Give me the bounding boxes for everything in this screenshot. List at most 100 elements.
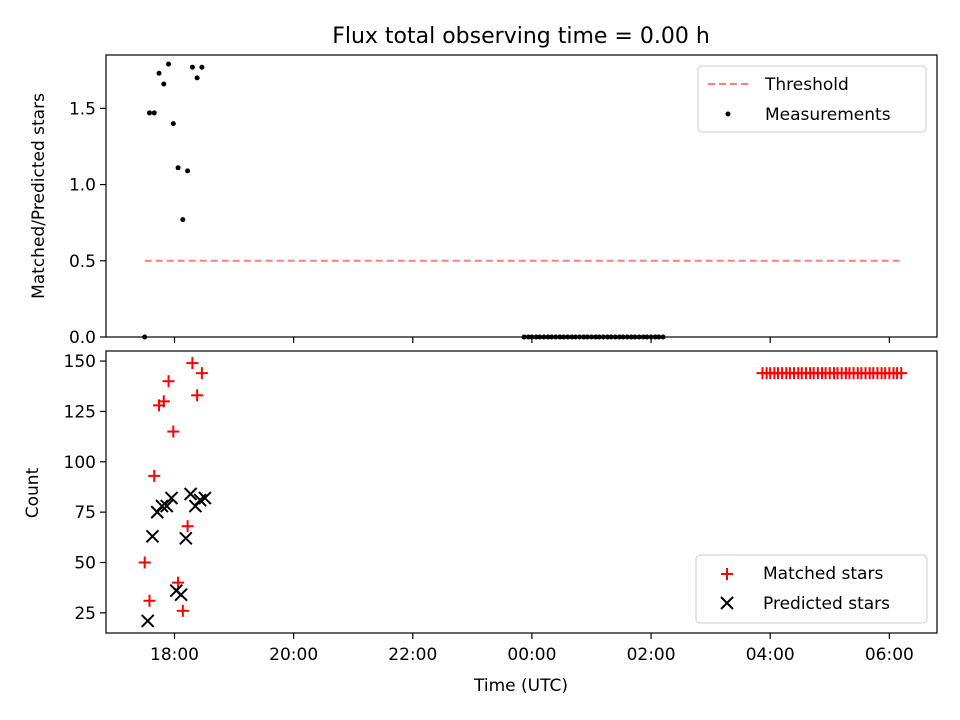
predicted-marker-b bbox=[183, 487, 198, 501]
predicted-marker-b bbox=[140, 614, 155, 628]
bottom-xtick-label: 20:00 bbox=[269, 645, 318, 665]
matched-star-point bbox=[895, 367, 908, 380]
matched-star-point bbox=[186, 357, 199, 370]
bottom-ytick-label: 50 bbox=[74, 554, 96, 574]
legend-threshold-label: Threshold bbox=[764, 75, 849, 95]
predicted-marker-b bbox=[145, 529, 160, 544]
measurement-point bbox=[656, 334, 662, 340]
measurement-point bbox=[632, 334, 638, 340]
measurement-point bbox=[161, 81, 167, 87]
measurement-point bbox=[628, 334, 634, 340]
measurement-point bbox=[565, 334, 571, 340]
legend-matched-label: Matched stars bbox=[763, 564, 883, 584]
measurement-point bbox=[596, 334, 602, 340]
measurement-point bbox=[170, 121, 176, 127]
top-ytick-label: 1.5 bbox=[69, 99, 96, 119]
measurement-point bbox=[608, 334, 614, 340]
bottom-xtick-label: 18:00 bbox=[150, 645, 199, 665]
figure-title: Flux total observing time = 0.00 h bbox=[332, 24, 710, 49]
measurement-point bbox=[166, 61, 172, 67]
measurement-point bbox=[636, 334, 642, 340]
matched-star-point bbox=[148, 469, 161, 482]
top-legend: Threshold Measurements bbox=[697, 65, 927, 133]
measurement-point bbox=[533, 334, 539, 340]
measurement-point bbox=[146, 110, 152, 116]
predicted-star-point bbox=[155, 499, 169, 513]
predicted-marker-b bbox=[179, 531, 193, 546]
bottom-xtick-label: 02:00 bbox=[627, 645, 676, 665]
measurement-point bbox=[529, 334, 535, 340]
measurement-point bbox=[194, 75, 200, 81]
measurement-point bbox=[569, 334, 575, 340]
matched-star-point bbox=[162, 375, 175, 388]
bottom-legend-frame bbox=[695, 554, 928, 624]
measurement-point bbox=[180, 217, 186, 223]
measurement-point bbox=[189, 64, 195, 70]
measurement-point bbox=[588, 334, 594, 340]
measurement-point bbox=[199, 64, 205, 70]
matched-star-point bbox=[138, 556, 151, 569]
legend-measurements-label: Measurements bbox=[765, 105, 891, 125]
measurement-point bbox=[593, 334, 599, 340]
measurement-point bbox=[600, 334, 606, 340]
measurement-point bbox=[545, 334, 551, 340]
bottom-ytick-label: 75 bbox=[74, 503, 96, 523]
legend-measurements-marker bbox=[725, 111, 731, 117]
measurement-point bbox=[572, 334, 578, 340]
matched-star-point bbox=[167, 425, 180, 438]
measurement-point bbox=[577, 334, 583, 340]
predicted-marker-b bbox=[174, 588, 188, 602]
matched-star-point bbox=[191, 389, 204, 402]
measurement-point bbox=[525, 334, 531, 340]
measurement-point bbox=[560, 334, 566, 340]
top-panel: 0.0 0.5 1.0 1.5 Matched/Predicted stars Thr… bbox=[29, 54, 938, 348]
bottom-panel: 25 50 75 100 125 150 18:00 20:00 22:00 00:00 02:0… bbox=[23, 350, 938, 696]
top-ytick-label: 0.0 bbox=[69, 328, 96, 348]
predicted-star-point bbox=[183, 487, 198, 501]
predicted-marker-b bbox=[164, 491, 179, 505]
measurement-point bbox=[142, 334, 148, 340]
measurement-point bbox=[648, 334, 654, 340]
measurement-point bbox=[175, 165, 181, 171]
measurement-point bbox=[584, 334, 590, 340]
matched-star-point bbox=[157, 395, 170, 408]
bottom-legend: Matched stars Predicted stars bbox=[695, 554, 928, 624]
top-y-axis-label: Matched/Predicted stars bbox=[29, 93, 49, 299]
matched-star-point bbox=[172, 576, 185, 589]
predicted-marker-b bbox=[155, 499, 169, 513]
bottom-plot-area bbox=[138, 357, 908, 628]
bottom-xtick-label: 00:00 bbox=[507, 645, 556, 665]
measurement-point bbox=[521, 334, 527, 340]
predicted-star-point bbox=[160, 499, 174, 513]
measurement-point bbox=[185, 168, 191, 174]
top-y-ticks: 0.0 0.5 1.0 1.5 bbox=[69, 99, 106, 348]
measurement-point bbox=[151, 110, 157, 116]
legend-predicted-marker bbox=[720, 596, 734, 610]
bottom-x-ticks: 18:00 20:00 22:00 00:00 02:00 04:00 06:00 bbox=[150, 633, 914, 665]
top-legend-frame bbox=[697, 65, 927, 133]
matched-star-point bbox=[195, 367, 208, 380]
measurement-point bbox=[612, 334, 618, 340]
bottom-xtick-label: 22:00 bbox=[388, 645, 437, 665]
bottom-y-axis-label: Count bbox=[23, 467, 43, 518]
measurement-point bbox=[616, 334, 622, 340]
measurement-point bbox=[156, 70, 162, 76]
measurement-point bbox=[541, 334, 547, 340]
measurement-point bbox=[553, 334, 559, 340]
measurement-point bbox=[537, 334, 543, 340]
bottom-y-ticks: 25 50 75 100 125 150 bbox=[64, 352, 106, 624]
matched-star-point bbox=[143, 594, 156, 607]
bottom-ytick-label: 25 bbox=[74, 604, 96, 624]
bottom-ytick-label: 100 bbox=[64, 453, 96, 473]
top-plot-area bbox=[142, 61, 902, 340]
predicted-star-point bbox=[179, 531, 193, 546]
predicted-star-point bbox=[145, 529, 160, 544]
predicted-star-point bbox=[140, 614, 155, 628]
predicted-star-point bbox=[164, 491, 179, 505]
measurement-point bbox=[549, 334, 555, 340]
bottom-xtick-label: 04:00 bbox=[746, 645, 795, 665]
measurement-point bbox=[652, 334, 658, 340]
legend-matched-marker bbox=[721, 568, 733, 580]
bottom-ytick-label: 125 bbox=[64, 402, 96, 422]
predicted-star-point bbox=[174, 588, 188, 602]
